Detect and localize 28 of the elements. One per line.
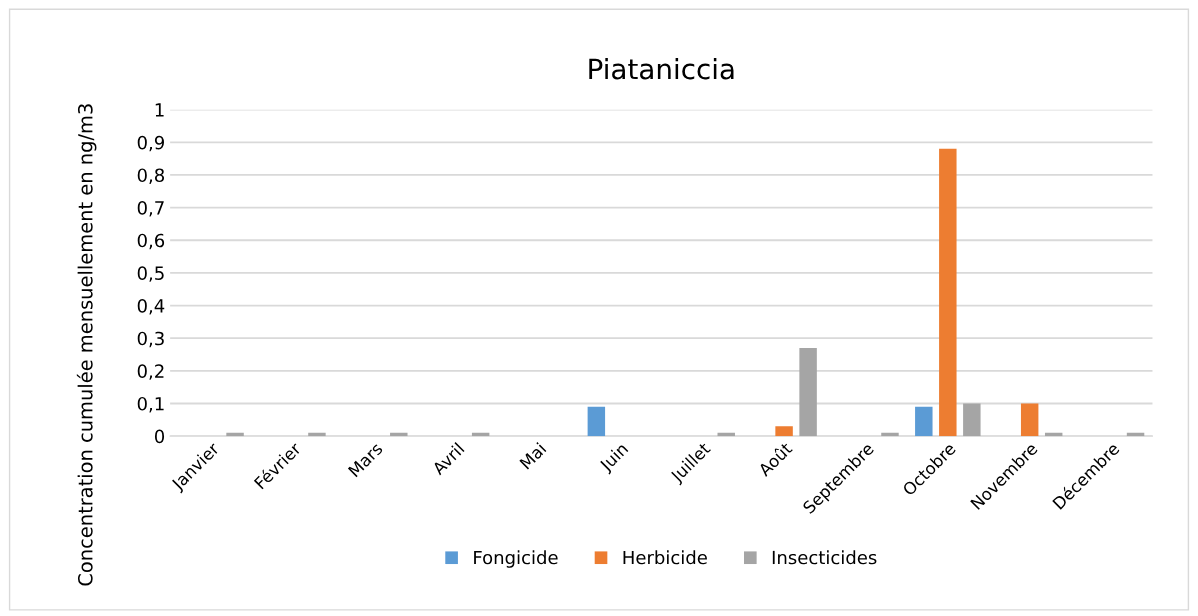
- y-axis-title: Concentration cumulée mensuellement en ng/m3: [76, 104, 97, 586]
- bar: [775, 426, 793, 437]
- y-tick-label: 0,2: [137, 364, 164, 380]
- y-tick-label: 0: [154, 429, 165, 444]
- bar: [881, 432, 899, 437]
- bar: [390, 432, 408, 437]
- y-tick-label: 1: [155, 103, 164, 117]
- legend-label: Herbicide: [623, 550, 707, 565]
- x-tick-label: Mai: [518, 442, 547, 470]
- bar: [587, 406, 606, 437]
- y-tick-label: 0,1: [137, 396, 164, 413]
- bar: [915, 406, 933, 437]
- bar: [308, 432, 326, 437]
- legend-label: Fongicide: [474, 550, 558, 568]
- bar: [939, 148, 957, 437]
- y-tick-label: 0,7: [137, 201, 164, 217]
- chart-title: Piataniccia: [589, 57, 734, 80]
- legend-label: Insecticides: [772, 550, 877, 565]
- bar: [1020, 403, 1039, 437]
- bar: [226, 432, 244, 437]
- y-tick-label: 0,8: [137, 168, 165, 184]
- y-tick-label: 0,4: [137, 299, 165, 315]
- y-tick-label: 0,3: [137, 331, 164, 348]
- y-tick-label: 0,9: [137, 135, 164, 152]
- bar: [799, 347, 817, 437]
- y-tick-label: 0,6: [137, 233, 165, 250]
- y-tick-label: 0,5: [137, 266, 164, 282]
- bar: [963, 403, 981, 437]
